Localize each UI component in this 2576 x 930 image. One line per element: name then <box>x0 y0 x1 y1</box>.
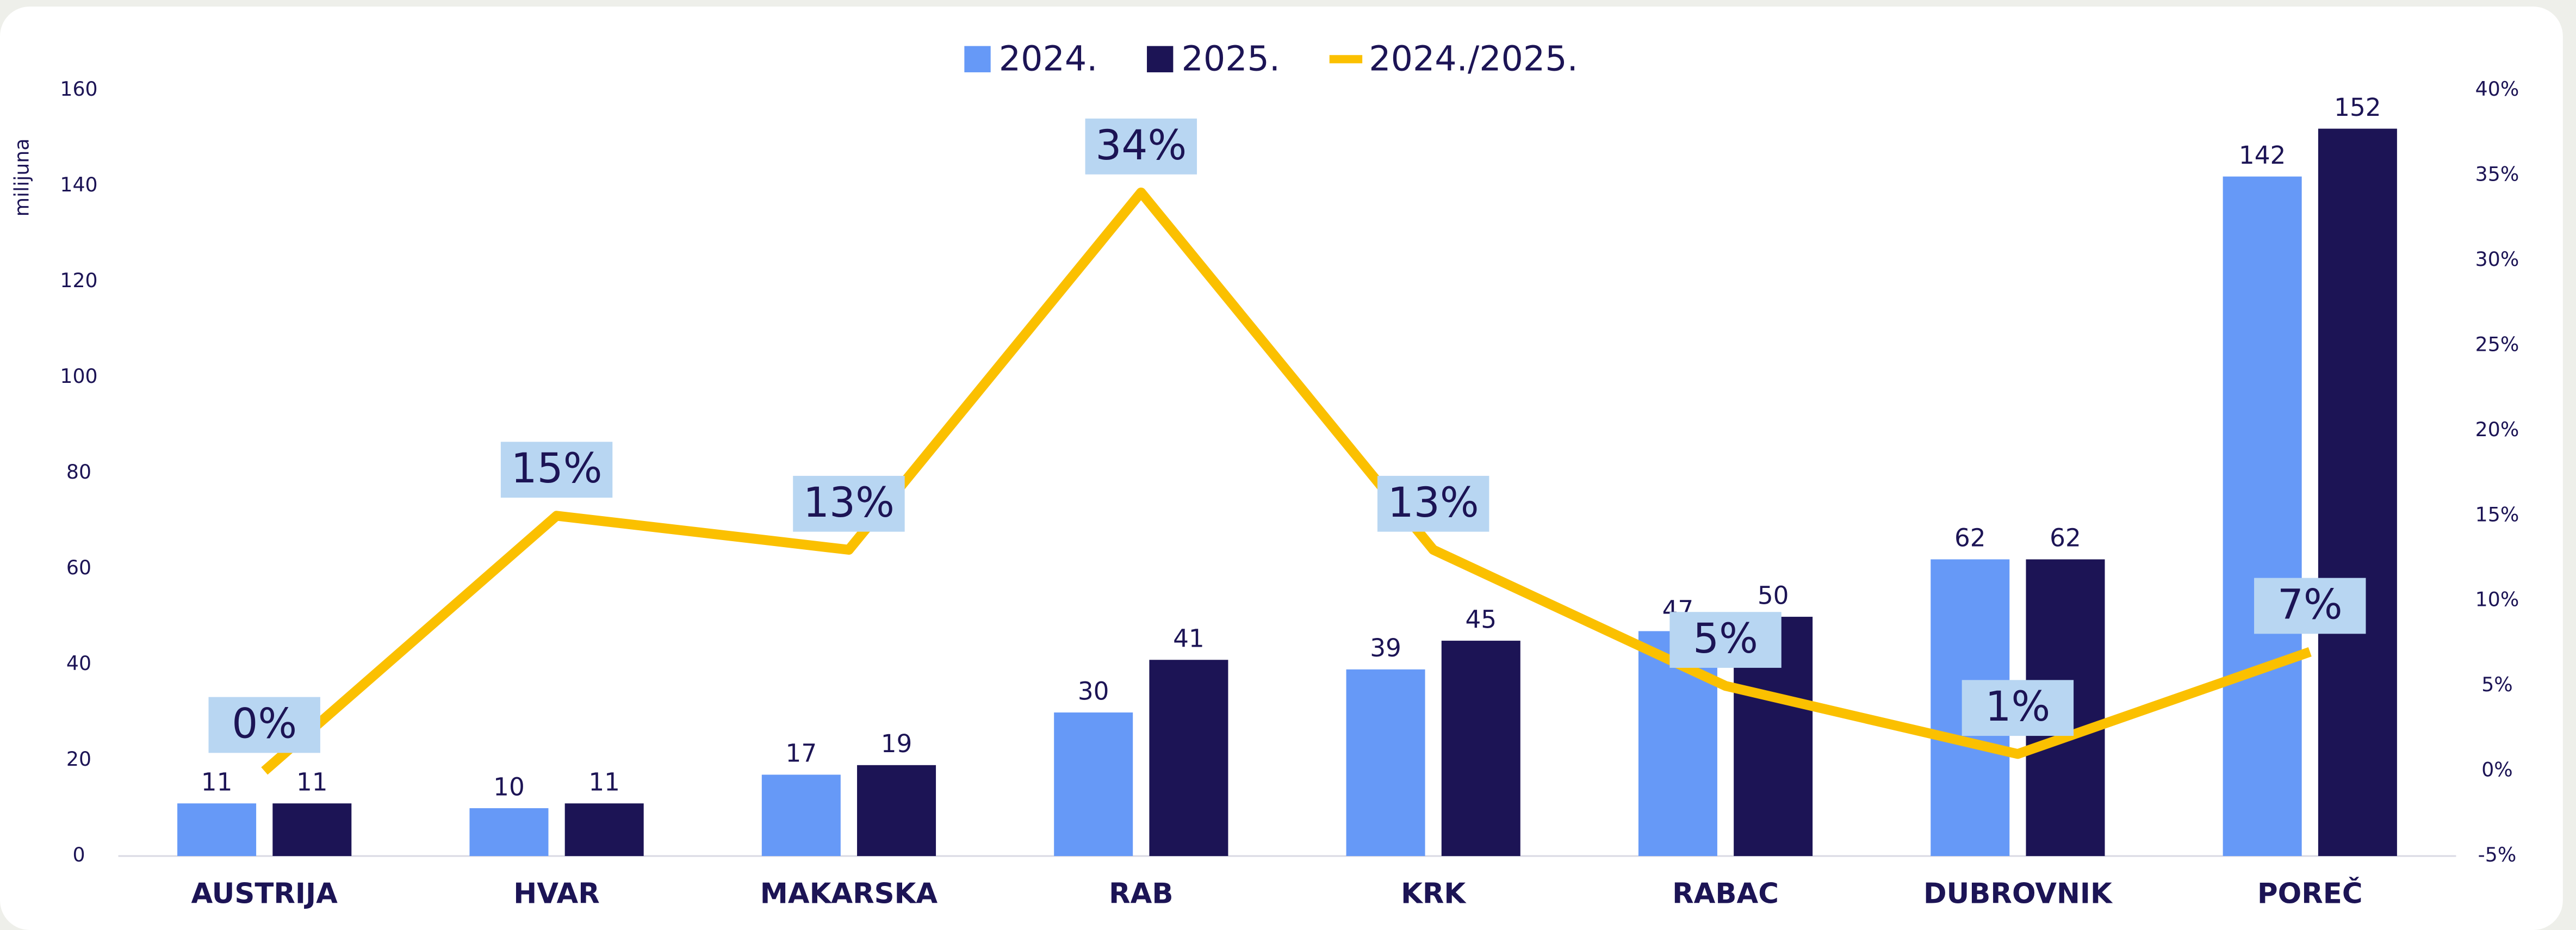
bar-value-label: 62 <box>1954 524 1986 553</box>
bar-value-label: 152 <box>2334 93 2381 122</box>
y2-tick-label: 0% <box>2481 758 2513 782</box>
value-label-box <box>793 475 905 532</box>
bar <box>469 808 549 857</box>
bar-value-label: 11 <box>296 767 328 796</box>
value-label-box <box>1669 612 1782 668</box>
bar-value-label: 39 <box>1370 634 1401 662</box>
legend-label: 2024./2025. <box>1369 38 1578 78</box>
y2-tick-label: 30% <box>2475 247 2519 271</box>
legend-swatch <box>964 46 991 72</box>
line-value-label: 13% <box>803 479 895 526</box>
bar <box>177 803 257 857</box>
bar-value-label: 19 <box>881 729 913 758</box>
y-tick-label: 40 <box>66 652 91 675</box>
y-tick-label: 140 <box>60 173 97 196</box>
bar-value-label: 45 <box>1465 605 1497 634</box>
bar-value-label: 17 <box>786 739 817 768</box>
bar-value-label: 11 <box>201 767 233 796</box>
line-value-label: 5% <box>1693 615 1758 662</box>
value-label-box <box>208 697 320 753</box>
bar <box>272 803 352 857</box>
y-tick-label: 160 <box>60 77 97 101</box>
y2-tick-label: 40% <box>2475 77 2519 101</box>
value-label-box <box>1962 680 2074 736</box>
y-axis-label: milijuna <box>10 138 33 216</box>
value-label-box <box>500 442 613 498</box>
x-tick-label: RAB <box>1109 878 1173 910</box>
bar-value-label: 62 <box>2050 524 2081 553</box>
y2-tick-label: 5% <box>2481 673 2513 696</box>
bar-value-label: 10 <box>493 772 525 801</box>
y-tick-label: 80 <box>66 460 91 483</box>
bar <box>1346 669 1425 857</box>
bar <box>761 774 841 857</box>
legend-swatch <box>1147 46 1174 72</box>
bar <box>564 803 644 857</box>
y-tick-label: 100 <box>60 364 97 388</box>
x-tick-label: AUSTRIJA <box>191 878 338 910</box>
bar-value-label: 11 <box>588 767 620 796</box>
y2-tick-label: 20% <box>2475 418 2519 441</box>
y-tick-label: 0 <box>72 843 85 866</box>
x-tick-label: HVAR <box>513 878 600 910</box>
x-tick-label: MAKARSKA <box>760 878 938 910</box>
y2-tick-label: 10% <box>2475 588 2519 611</box>
line-value-label: 7% <box>2277 581 2343 629</box>
value-label-box <box>1377 475 1489 532</box>
y2-tick-label: 35% <box>2475 163 2519 186</box>
bar <box>857 765 936 857</box>
bar <box>2223 176 2302 857</box>
x-tick-label: POREČ <box>2257 877 2363 910</box>
y-tick-label: 120 <box>60 269 97 292</box>
bar-value-label: 50 <box>1758 581 1789 610</box>
bar-value-label: 30 <box>1078 677 1109 705</box>
x-tick-label: RABAC <box>1672 878 1779 910</box>
legend-label: 2024. <box>999 38 1098 78</box>
y2-tick-label: 25% <box>2475 332 2519 356</box>
line-value-label: 1% <box>1985 683 2051 730</box>
y2-tick-label: 15% <box>2475 503 2519 526</box>
line-value-label: 13% <box>1388 479 1479 526</box>
y-tick-label: 20 <box>66 747 91 771</box>
line-value-label: 15% <box>511 444 603 492</box>
x-tick-label: KRK <box>1401 878 1467 910</box>
y-tick-label: 60 <box>66 556 91 579</box>
bar <box>2318 128 2397 857</box>
line-value-label: 34% <box>1095 121 1187 169</box>
bar <box>1054 712 1133 857</box>
line-value-label: 0% <box>232 700 297 748</box>
card <box>0 7 2563 930</box>
value-label-box <box>2254 578 2366 634</box>
value-label-box <box>1085 118 1197 175</box>
bar <box>1149 660 1228 857</box>
y2-tick-label: -5% <box>2478 843 2517 866</box>
bar-value-label: 41 <box>1173 624 1205 653</box>
bar-value-label: 142 <box>2239 141 2286 170</box>
x-tick-label: DUBROVNIK <box>1923 878 2113 910</box>
bar <box>1441 641 1520 857</box>
line <box>261 187 2312 775</box>
legend-label: 2025. <box>1181 38 1280 78</box>
